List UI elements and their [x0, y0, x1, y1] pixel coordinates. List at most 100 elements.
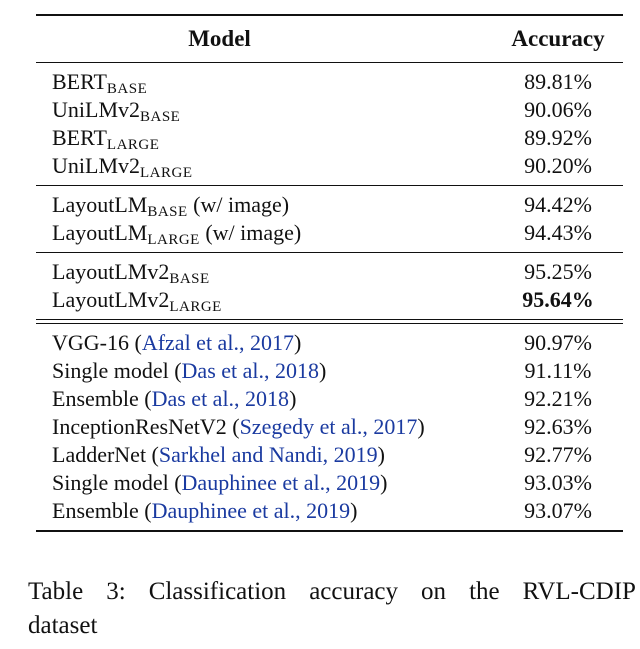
- header-model: Model: [188, 26, 251, 51]
- citation-close: ): [319, 358, 327, 383]
- model-cell: Ensemble (Dauphinee et al., 2019): [36, 497, 493, 525]
- citation-link[interactable]: Das et al., 2018: [181, 358, 320, 383]
- model-name: UniLMv2: [52, 153, 140, 178]
- caption-word: on: [421, 578, 447, 605]
- citation-close: ): [377, 442, 385, 467]
- model-cell: LadderNet (Sarkhel and Nandi, 2019): [36, 441, 493, 469]
- caption-line-2: dataset: [28, 612, 98, 639]
- model-cell: BERTBASE: [36, 68, 493, 103]
- table-row: VGG-16 (Afzal et al., 2017) 90.97%: [36, 329, 623, 357]
- model-cell: LayoutLMv2BASE: [36, 258, 493, 293]
- accuracy-cell: 94.43%: [524, 220, 592, 245]
- accuracy-cell: 90.20%: [524, 153, 592, 178]
- model-name: LadderNet (: [52, 442, 159, 467]
- accuracy-cell: 89.92%: [524, 125, 592, 150]
- model-cell: LayoutLMv2LARGE: [36, 286, 493, 321]
- model-size-subscript: BASE: [169, 271, 210, 287]
- citation-link[interactable]: Sarkhel and Nandi, 2019: [158, 442, 378, 467]
- accuracy-cell: 90.97%: [524, 330, 592, 355]
- citation-close: ): [380, 470, 388, 495]
- model-name: InceptionResNetV2 (: [52, 414, 240, 439]
- caption-word: RVL-CDIP: [522, 578, 636, 605]
- group-rule: [36, 62, 623, 63]
- group-rule: [36, 319, 623, 320]
- model-name: Ensemble (: [52, 498, 152, 523]
- table-group: LayoutLMBASE (w/ image) 94.42% LayoutLMLAR…: [36, 186, 623, 252]
- caption-word: accuracy: [309, 578, 399, 605]
- table-row: LayoutLMv2BASE 95.25%: [36, 258, 623, 287]
- model-name: Ensemble (: [52, 386, 152, 411]
- accuracy-cell: 95.25%: [524, 259, 592, 284]
- table-group: LayoutLMv2BASE 95.25% LayoutLMv2LARGE 95.64…: [36, 253, 623, 319]
- model-suffix: (w/ image): [187, 192, 290, 217]
- model-cell: UniLMv2BASE: [36, 96, 493, 131]
- accuracy-cell: 94.42%: [524, 192, 592, 217]
- table-row: Single model (Das et al., 2018) 91.11%: [36, 357, 623, 385]
- model-cell: BERTLARGE: [36, 124, 493, 159]
- model-name: LayoutLMv2: [52, 287, 170, 312]
- table-group: BERTBASE 89.81% UniLMv2BASE 90.06% BERTLARGE…: [36, 63, 623, 185]
- table-row: Ensemble (Dauphinee et al., 2019) 93.07%: [36, 497, 623, 525]
- accuracy-cell: 92.77%: [524, 442, 592, 467]
- model-size-subscript: LARGE: [147, 232, 200, 248]
- model-name: Single model (: [52, 470, 182, 495]
- table-row: UniLMv2LARGE 90.20%: [36, 152, 623, 181]
- model-name: BERT: [52, 125, 107, 150]
- citation-close: ): [350, 498, 358, 523]
- header-accuracy: Accuracy: [511, 26, 605, 51]
- accuracy-cell: 92.21%: [524, 386, 592, 411]
- group-rule: [36, 252, 623, 253]
- model-name: LayoutLM: [52, 220, 148, 245]
- accuracy-cell: 93.03%: [524, 470, 592, 495]
- citation-link[interactable]: Dauphinee et al., 2019: [151, 498, 351, 523]
- citation-link[interactable]: Das et al., 2018: [151, 386, 290, 411]
- table-row: LayoutLMv2LARGE 95.64%: [36, 286, 623, 315]
- table-row: Single model (Dauphinee et al., 2019) 93.…: [36, 469, 623, 497]
- citation-link[interactable]: Szegedy et al., 2017: [239, 414, 418, 439]
- accuracy-cell: 91.11%: [524, 358, 592, 383]
- model-suffix: (w/ image): [199, 220, 302, 245]
- caption-word: Classification: [148, 578, 287, 605]
- table-top-rule: [36, 14, 623, 16]
- model-name: LayoutLM: [52, 192, 148, 217]
- caption-line-1: Table 3: Classification accuracy on the RVL-CD…: [28, 575, 636, 609]
- table-row: UniLMv2BASE 90.06%: [36, 96, 623, 125]
- model-size-subscript: LARGE: [169, 299, 222, 315]
- model-cell: Single model (Das et al., 2018): [36, 357, 493, 385]
- citation-close: ): [289, 386, 297, 411]
- citation-close: ): [417, 414, 425, 439]
- group-rule: [36, 185, 623, 186]
- table-row: LayoutLMBASE (w/ image) 94.42%: [36, 191, 623, 220]
- model-name: VGG-16 (: [52, 330, 142, 355]
- results-table: Model Accuracy BERTBASE 89.81% UniLMv2BASE…: [36, 14, 623, 532]
- table-row: LayoutLMLARGE (w/ image) 94.43%: [36, 219, 623, 248]
- caption-word: 3:: [106, 578, 126, 605]
- table-row: Ensemble (Das et al., 2018) 92.21%: [36, 385, 623, 413]
- model-cell: Ensemble (Das et al., 2018): [36, 385, 493, 413]
- model-size-subscript: BASE: [147, 204, 188, 220]
- table-header: Model Accuracy: [36, 16, 623, 62]
- table-row: BERTLARGE 89.92%: [36, 124, 623, 153]
- table-row: InceptionResNetV2 (Szegedy et al., 2017)…: [36, 413, 623, 441]
- model-cell: UniLMv2LARGE: [36, 152, 493, 187]
- accuracy-cell: 90.06%: [524, 97, 592, 122]
- model-name: BERT: [52, 69, 107, 94]
- model-size-subscript: LARGE: [140, 165, 193, 181]
- accuracy-cell: 92.63%: [524, 414, 592, 439]
- citation-link[interactable]: Dauphinee et al., 2019: [181, 470, 381, 495]
- model-cell: InceptionResNetV2 (Szegedy et al., 2017): [36, 413, 493, 441]
- table-row: LadderNet (Sarkhel and Nandi, 2019) 92.77…: [36, 441, 623, 469]
- model-name: LayoutLMv2: [52, 259, 170, 284]
- caption-word: the: [469, 578, 500, 605]
- citation-link[interactable]: Afzal et al., 2017: [141, 330, 294, 355]
- group-rule-double: [36, 323, 623, 324]
- table-row: BERTBASE 89.81%: [36, 68, 623, 97]
- model-size-subscript: BASE: [106, 81, 148, 97]
- accuracy-cell: 93.07%: [524, 498, 592, 523]
- model-cell: Single model (Dauphinee et al., 2019): [36, 469, 493, 497]
- model-size-subscript: BASE: [140, 109, 181, 125]
- table-caption: Table 3: Classification accuracy on the RVL-CD…: [28, 575, 636, 643]
- model-name: Single model (: [52, 358, 182, 383]
- model-cell: LayoutLMBASE (w/ image): [36, 191, 493, 226]
- table-body: BERTBASE 89.81% UniLMv2BASE 90.06% BERTLARGE…: [36, 62, 623, 530]
